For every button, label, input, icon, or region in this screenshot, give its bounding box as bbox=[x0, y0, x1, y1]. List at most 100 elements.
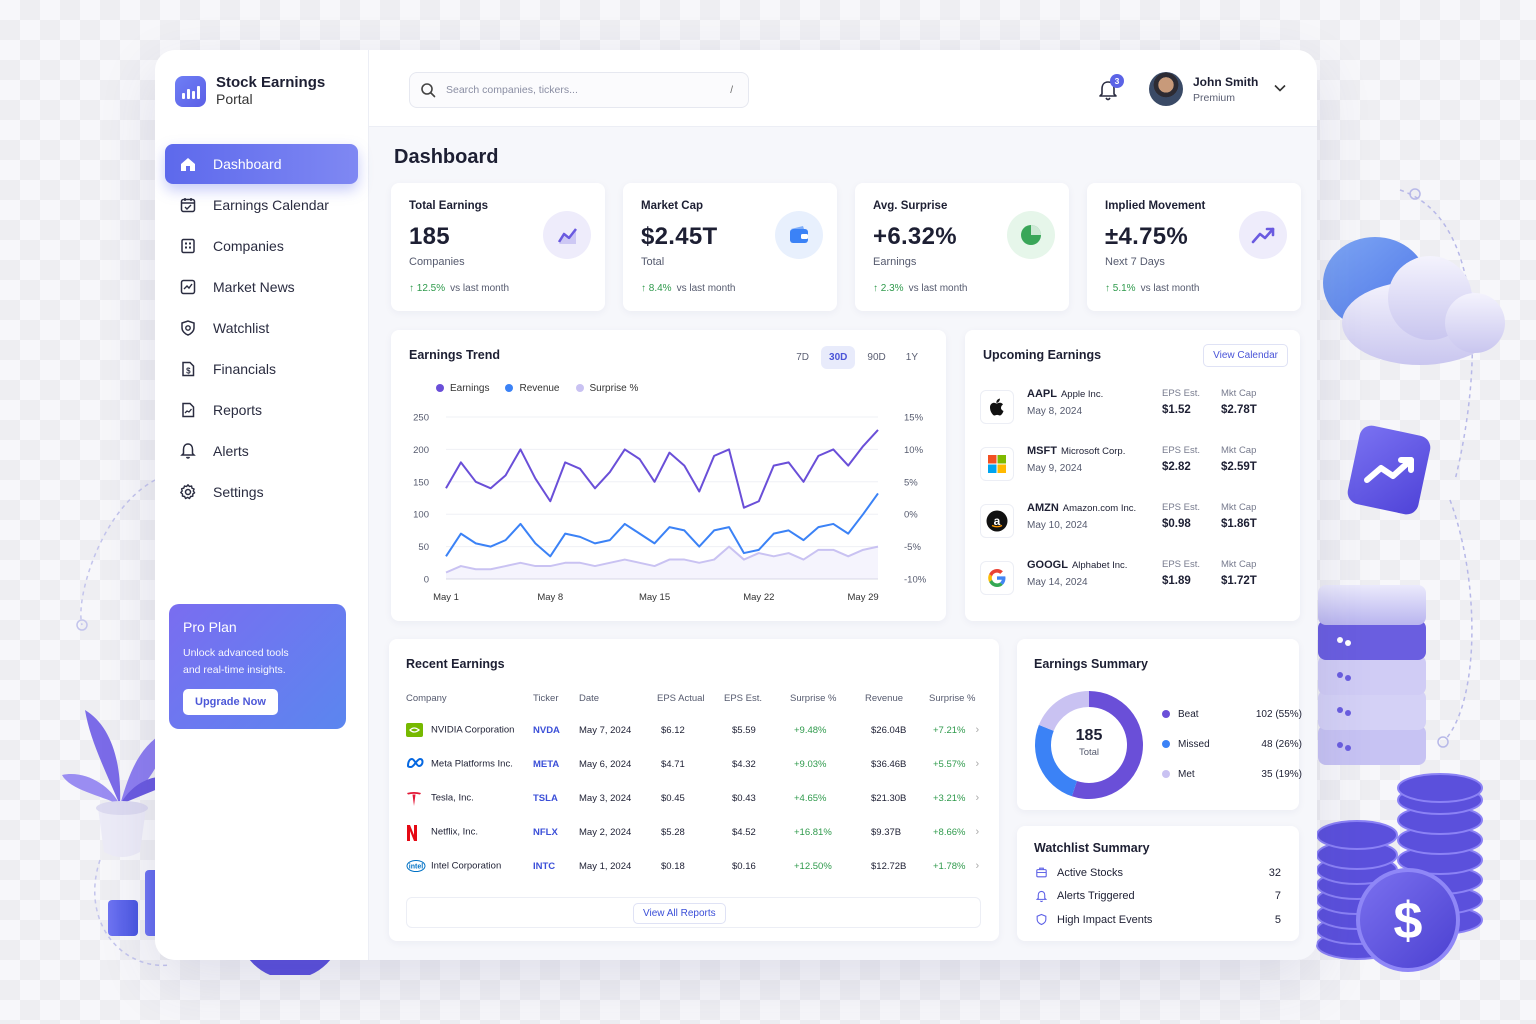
stat-value: +6.32% bbox=[873, 223, 957, 250]
table-row[interactable]: intel Intel Corporation INTC May 1, 2024 $0.… bbox=[406, 849, 986, 883]
dollar-icon: $ bbox=[182, 361, 195, 377]
table-row[interactable]: Netflix, Inc. NFLX May 2, 2024 $5.28 $4.52 +1… bbox=[406, 815, 986, 849]
date-cell: May 6, 2024 bbox=[579, 758, 632, 770]
brand[interactable]: Stock Earnings Portal bbox=[155, 50, 368, 108]
watchlist-item-active-stocks[interactable]: Active Stocks 32 bbox=[1035, 866, 1281, 879]
watchlist-item-alerts-triggered[interactable]: Alerts Triggered 7 bbox=[1035, 890, 1281, 903]
sidebar-item-alerts[interactable]: Alerts bbox=[165, 431, 358, 471]
range-tab-7d[interactable]: 7D bbox=[796, 352, 810, 363]
revenue-cell: $12.72B bbox=[871, 860, 907, 872]
stat-change-value: ↑ 5.1% bbox=[1105, 283, 1136, 294]
eps-est-label: EPS Est. bbox=[1162, 445, 1201, 456]
summary-item-beat: Beat 102 (55%) bbox=[1162, 709, 1302, 720]
view-calendar-button[interactable]: View Calendar bbox=[1203, 344, 1288, 367]
view-all-reports-button[interactable]: View All Reports bbox=[633, 903, 726, 924]
sidebar-item-reports[interactable]: Reports bbox=[165, 390, 358, 430]
gear-icon bbox=[180, 484, 196, 500]
shield-icon bbox=[1036, 913, 1047, 926]
ticker-cell[interactable]: NFLX bbox=[533, 826, 558, 838]
y-tick-label: 250 bbox=[413, 413, 429, 424]
revenue-surprise-value: +5.57% bbox=[933, 759, 966, 770]
ticker-cell[interactable]: META bbox=[533, 758, 560, 770]
upcoming-item-amzn[interactable]: a AMZN Amazon.com Inc. May 10, 2024 EPS Est.… bbox=[980, 500, 1280, 542]
sidebar-item-dashboard[interactable]: Dashboard bbox=[165, 144, 358, 184]
chevron-right-icon[interactable]: › bbox=[975, 860, 980, 872]
surprise-cell: +4.65% bbox=[794, 792, 827, 804]
table-row[interactable]: NVIDIA Corporation NVDA May 7, 2024 $6.12 $5… bbox=[406, 713, 986, 747]
upgrade-now-button[interactable]: Upgrade Now bbox=[183, 689, 278, 715]
earnings-trend-card: Earnings Trend 7D 30D 90D 1Y Earnings Revenu… bbox=[391, 330, 946, 621]
revenue-surprise-cell: +7.21% › bbox=[929, 713, 986, 747]
chevron-right-icon[interactable]: › bbox=[975, 724, 980, 736]
table-header: Company Ticker Date EPS Actual EPS Est. Surpr… bbox=[406, 683, 986, 713]
summary-label: Beat bbox=[1178, 709, 1199, 720]
mkt-cap-label: Mkt Cap bbox=[1221, 502, 1257, 513]
earnings-trend-chart: 250 200 150 100 50 0 15% 10% 5% 0% -5% -10% May 1 May… bbox=[413, 413, 927, 604]
range-tab-1y[interactable]: 1Y bbox=[905, 352, 918, 363]
sidebar-item-financials[interactable]: $ Financials bbox=[165, 349, 358, 389]
stat-label: Implied Movement bbox=[1105, 200, 1206, 212]
upcoming-item-googl[interactable]: GOOGL Alphabet Inc. May 14, 2024 EPS Est. $1… bbox=[980, 557, 1280, 599]
sidebar-item-settings[interactable]: Settings bbox=[165, 472, 358, 512]
stat-change: ↑ 8.4% vs last month bbox=[641, 283, 736, 294]
table-row[interactable]: Meta Platforms Inc. META May 6, 2024 $4.71 $… bbox=[406, 747, 986, 781]
y2-tick-label: 0% bbox=[904, 510, 918, 521]
upcoming-item-aapl[interactable]: AAPL Apple Inc. May 8, 2024 EPS Est. $1.52 Mk… bbox=[980, 386, 1280, 428]
chevron-down-icon[interactable] bbox=[1274, 84, 1286, 92]
notifications-button[interactable]: 3 bbox=[1098, 74, 1124, 107]
sidebar-item-label: Earnings Calendar bbox=[213, 197, 329, 213]
svg-text:a: a bbox=[994, 514, 1001, 528]
chevron-right-icon[interactable]: › bbox=[975, 826, 980, 838]
stat-change-percent: 2.3% bbox=[880, 283, 904, 294]
intel-logo-icon: intel bbox=[406, 859, 426, 873]
watchlist-item-high-impact-events[interactable]: High Impact Events 5 bbox=[1035, 913, 1281, 926]
sidebar-nav: Dashboard Earnings Calendar Companies Marke… bbox=[155, 144, 368, 512]
upcoming-item-msft[interactable]: MSFT Microsoft Corp. May 9, 2024 EPS Est. $2… bbox=[980, 443, 1280, 485]
watchlist-label: High Impact Events bbox=[1057, 913, 1153, 926]
sidebar-item-companies[interactable]: Companies bbox=[165, 226, 358, 266]
column-header: Revenue bbox=[865, 692, 904, 704]
revenue-cell: $36.46B bbox=[871, 758, 907, 770]
brand-subtitle: Portal bbox=[216, 91, 253, 107]
range-tab-90d[interactable]: 90D bbox=[867, 352, 886, 363]
legend-label: Earnings bbox=[450, 383, 490, 394]
eye-icon bbox=[181, 320, 195, 336]
stat-change-period: vs last month bbox=[450, 283, 510, 294]
company-cell: Meta Platforms Inc. bbox=[406, 747, 533, 781]
arrow-up-icon: ↑ bbox=[1105, 283, 1110, 294]
ticker: MSFT bbox=[1027, 445, 1057, 457]
sidebar-item-watchlist[interactable]: Watchlist bbox=[165, 308, 358, 348]
watchlist-label: Active Stocks bbox=[1057, 866, 1124, 879]
sidebar-item-market-news[interactable]: Market News bbox=[165, 267, 358, 307]
upcoming-earnings-title: Upcoming Earnings bbox=[983, 348, 1102, 362]
stat-sub: Total bbox=[641, 256, 665, 268]
eps-est-cell: $4.32 bbox=[732, 758, 756, 770]
eps-est-label: EPS Est. bbox=[1162, 388, 1201, 399]
search-input[interactable]: Search companies, tickers... / bbox=[409, 72, 749, 108]
chevron-right-icon[interactable]: › bbox=[975, 758, 980, 770]
donut-slice-beat bbox=[1071, 691, 1143, 799]
shield-icon bbox=[1035, 913, 1048, 926]
eps-actual-cell: $0.18 bbox=[661, 860, 685, 872]
earnings-summary-title: Earnings Summary bbox=[1034, 657, 1148, 671]
table-row[interactable]: Tesla, Inc. TSLA May 3, 2024 $0.45 $0.43 +4.6… bbox=[406, 781, 986, 815]
sidebar-item-label: Settings bbox=[213, 484, 264, 500]
sidebar-item-earnings-calendar[interactable]: Earnings Calendar bbox=[165, 185, 358, 225]
revenue-surprise-cell: +3.21% › bbox=[929, 781, 986, 815]
ticker-cell[interactable]: INTC bbox=[533, 860, 556, 872]
user-menu[interactable]: John Smith Premium bbox=[1149, 72, 1258, 106]
ticker-cell[interactable]: TSLA bbox=[533, 792, 558, 804]
netflix-logo-icon bbox=[406, 825, 423, 841]
range-tab-30d[interactable]: 30D bbox=[821, 346, 856, 369]
chevron-right-icon[interactable]: › bbox=[975, 792, 980, 804]
stat-label: Market Cap bbox=[641, 200, 703, 212]
stat-value: 185 bbox=[409, 223, 450, 250]
topbar: Search companies, tickers... / 3 John Sm… bbox=[369, 50, 1317, 127]
legend-label: Surprise % bbox=[589, 383, 639, 394]
sidebar: Stock Earnings Portal Dashboard Earnings … bbox=[155, 50, 369, 960]
legend-swatch bbox=[1162, 710, 1170, 719]
ticker-cell[interactable]: NVDA bbox=[533, 724, 560, 736]
eps-actual-cell: $0.45 bbox=[661, 792, 685, 804]
legend-item: Revenue bbox=[505, 383, 560, 394]
bell-icon bbox=[1035, 890, 1048, 902]
